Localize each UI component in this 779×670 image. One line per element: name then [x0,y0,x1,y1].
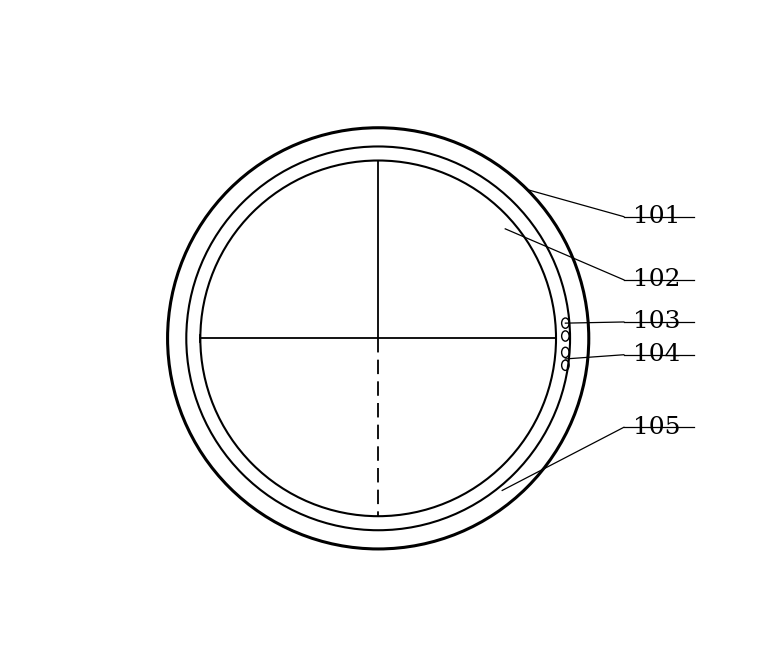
Circle shape [200,161,556,516]
Text: 104: 104 [633,343,681,366]
Circle shape [200,161,556,516]
Text: 102: 102 [633,269,681,291]
Circle shape [186,147,570,530]
Text: 105: 105 [633,416,681,439]
Text: 103: 103 [633,310,681,334]
Text: 101: 101 [633,205,681,228]
